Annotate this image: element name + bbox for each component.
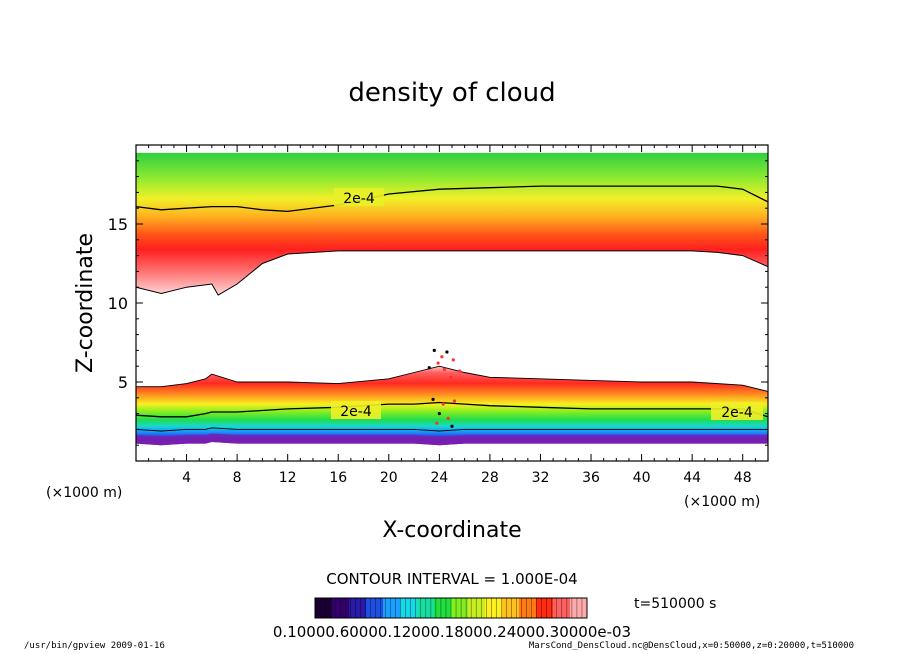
time-label: t=510000 s (634, 596, 716, 612)
speckle-11 (452, 399, 457, 403)
x-tick-label-16: 16 (329, 470, 347, 486)
x-tick-label-4: 4 (182, 470, 191, 486)
colorbar-swatch-0 (315, 598, 333, 618)
x-tick-label-40: 40 (633, 470, 651, 486)
speckle-14 (435, 421, 439, 425)
contour-interval: CONTOUR INTERVAL = 1.000E-04 (326, 570, 577, 588)
colorbar-swatch-2 (349, 598, 367, 618)
lower-cloud-layer (136, 366, 768, 446)
speckle-7 (457, 369, 462, 373)
lower-purple-band (136, 433, 768, 446)
lower-contour-line (136, 401, 768, 418)
x-tick-label-36: 36 (582, 470, 600, 486)
colorbar-swatch-13 (536, 598, 554, 618)
colorbar-swatch-11 (502, 598, 520, 618)
speckle-13 (446, 416, 450, 420)
x-tick-label-8: 8 (233, 470, 242, 486)
colorbar-swatch-15 (570, 598, 588, 618)
y-tick-label-5: 5 (118, 373, 128, 392)
speckle-9 (431, 397, 435, 401)
y-axis-label: Z-coordinate (73, 233, 98, 373)
x-tick-label-28: 28 (481, 470, 499, 486)
x-tick-label-44: 44 (683, 470, 701, 486)
x-tick-label-48: 48 (734, 470, 752, 486)
x-axis-unit: (×1000 m) (684, 494, 760, 510)
speckle-2 (436, 361, 440, 365)
x-tick-label-24: 24 (430, 470, 448, 486)
speckle-10 (441, 402, 445, 406)
y-tick-label-10: 10 (108, 294, 128, 313)
colorbar-swatch-9 (468, 598, 486, 618)
upper-cloud-layer (136, 152, 768, 296)
upper-contour-line (136, 185, 768, 213)
colorbar-swatch-12 (519, 598, 537, 618)
x-axis-ticks: 4 8 12 16 20 24 28 32 36 40 44 48 (148, 145, 756, 486)
x-tick-label-12: 12 (279, 470, 297, 486)
speckle-15 (450, 424, 454, 428)
y-tick-label-15: 15 (108, 215, 128, 234)
colorbar-tick-labels: 0.10000.60000.12000.18000.24000.30000e-0… (273, 623, 631, 641)
speckle-8 (449, 375, 453, 379)
svg-text:2e-4: 2e-4 (343, 191, 375, 207)
lower-top-contour-line (136, 365, 768, 392)
colorbar-swatch-4 (383, 598, 401, 618)
speckle-6 (427, 366, 431, 370)
chart-title: density of cloud (348, 78, 555, 108)
contour-label-upper: 2e-4 (334, 188, 384, 207)
svg-text:2e-4: 2e-4 (340, 404, 372, 420)
speckle-4 (451, 358, 455, 362)
upper-bottom-contour-line (136, 250, 768, 296)
y-axis-ticks: 5 10 15 (108, 160, 768, 446)
contour-label-lower-mid: 2e-4 (331, 401, 381, 420)
contour-label-lower-right: 2e-4 (711, 402, 763, 421)
colorbar-swatch-1 (332, 598, 350, 618)
speckle-0 (432, 348, 436, 352)
colorbar-frame (314, 597, 588, 619)
footer-left: /usr/bin/gpview 2009-01-16 (24, 641, 165, 651)
x-tick-label-20: 20 (380, 470, 398, 486)
speckle-5 (442, 367, 447, 371)
colorbar-swatch-5 (400, 598, 418, 618)
speckle-12 (437, 412, 441, 416)
x-axis-label: X-coordinate (382, 518, 521, 543)
lower-bottom-contour-line (136, 427, 768, 432)
colorbar-swatch-7 (434, 598, 452, 618)
speckle-1 (440, 355, 444, 359)
x-tick-label-32: 32 (532, 470, 550, 486)
y-axis-unit: (×1000 m) (46, 485, 122, 501)
colorbar (314, 598, 588, 618)
footer-right: MarsCond_DensCloud.nc@DensCloud,x=0:5000… (528, 641, 854, 651)
convective-speckles (427, 348, 462, 428)
colorbar-swatch-10 (485, 598, 503, 618)
colorbar-swatch-8 (451, 598, 469, 618)
colorbar-swatch-3 (366, 598, 384, 618)
speckle-3 (445, 350, 449, 354)
svg-text:2e-4: 2e-4 (721, 405, 753, 421)
plot-area (136, 152, 768, 446)
